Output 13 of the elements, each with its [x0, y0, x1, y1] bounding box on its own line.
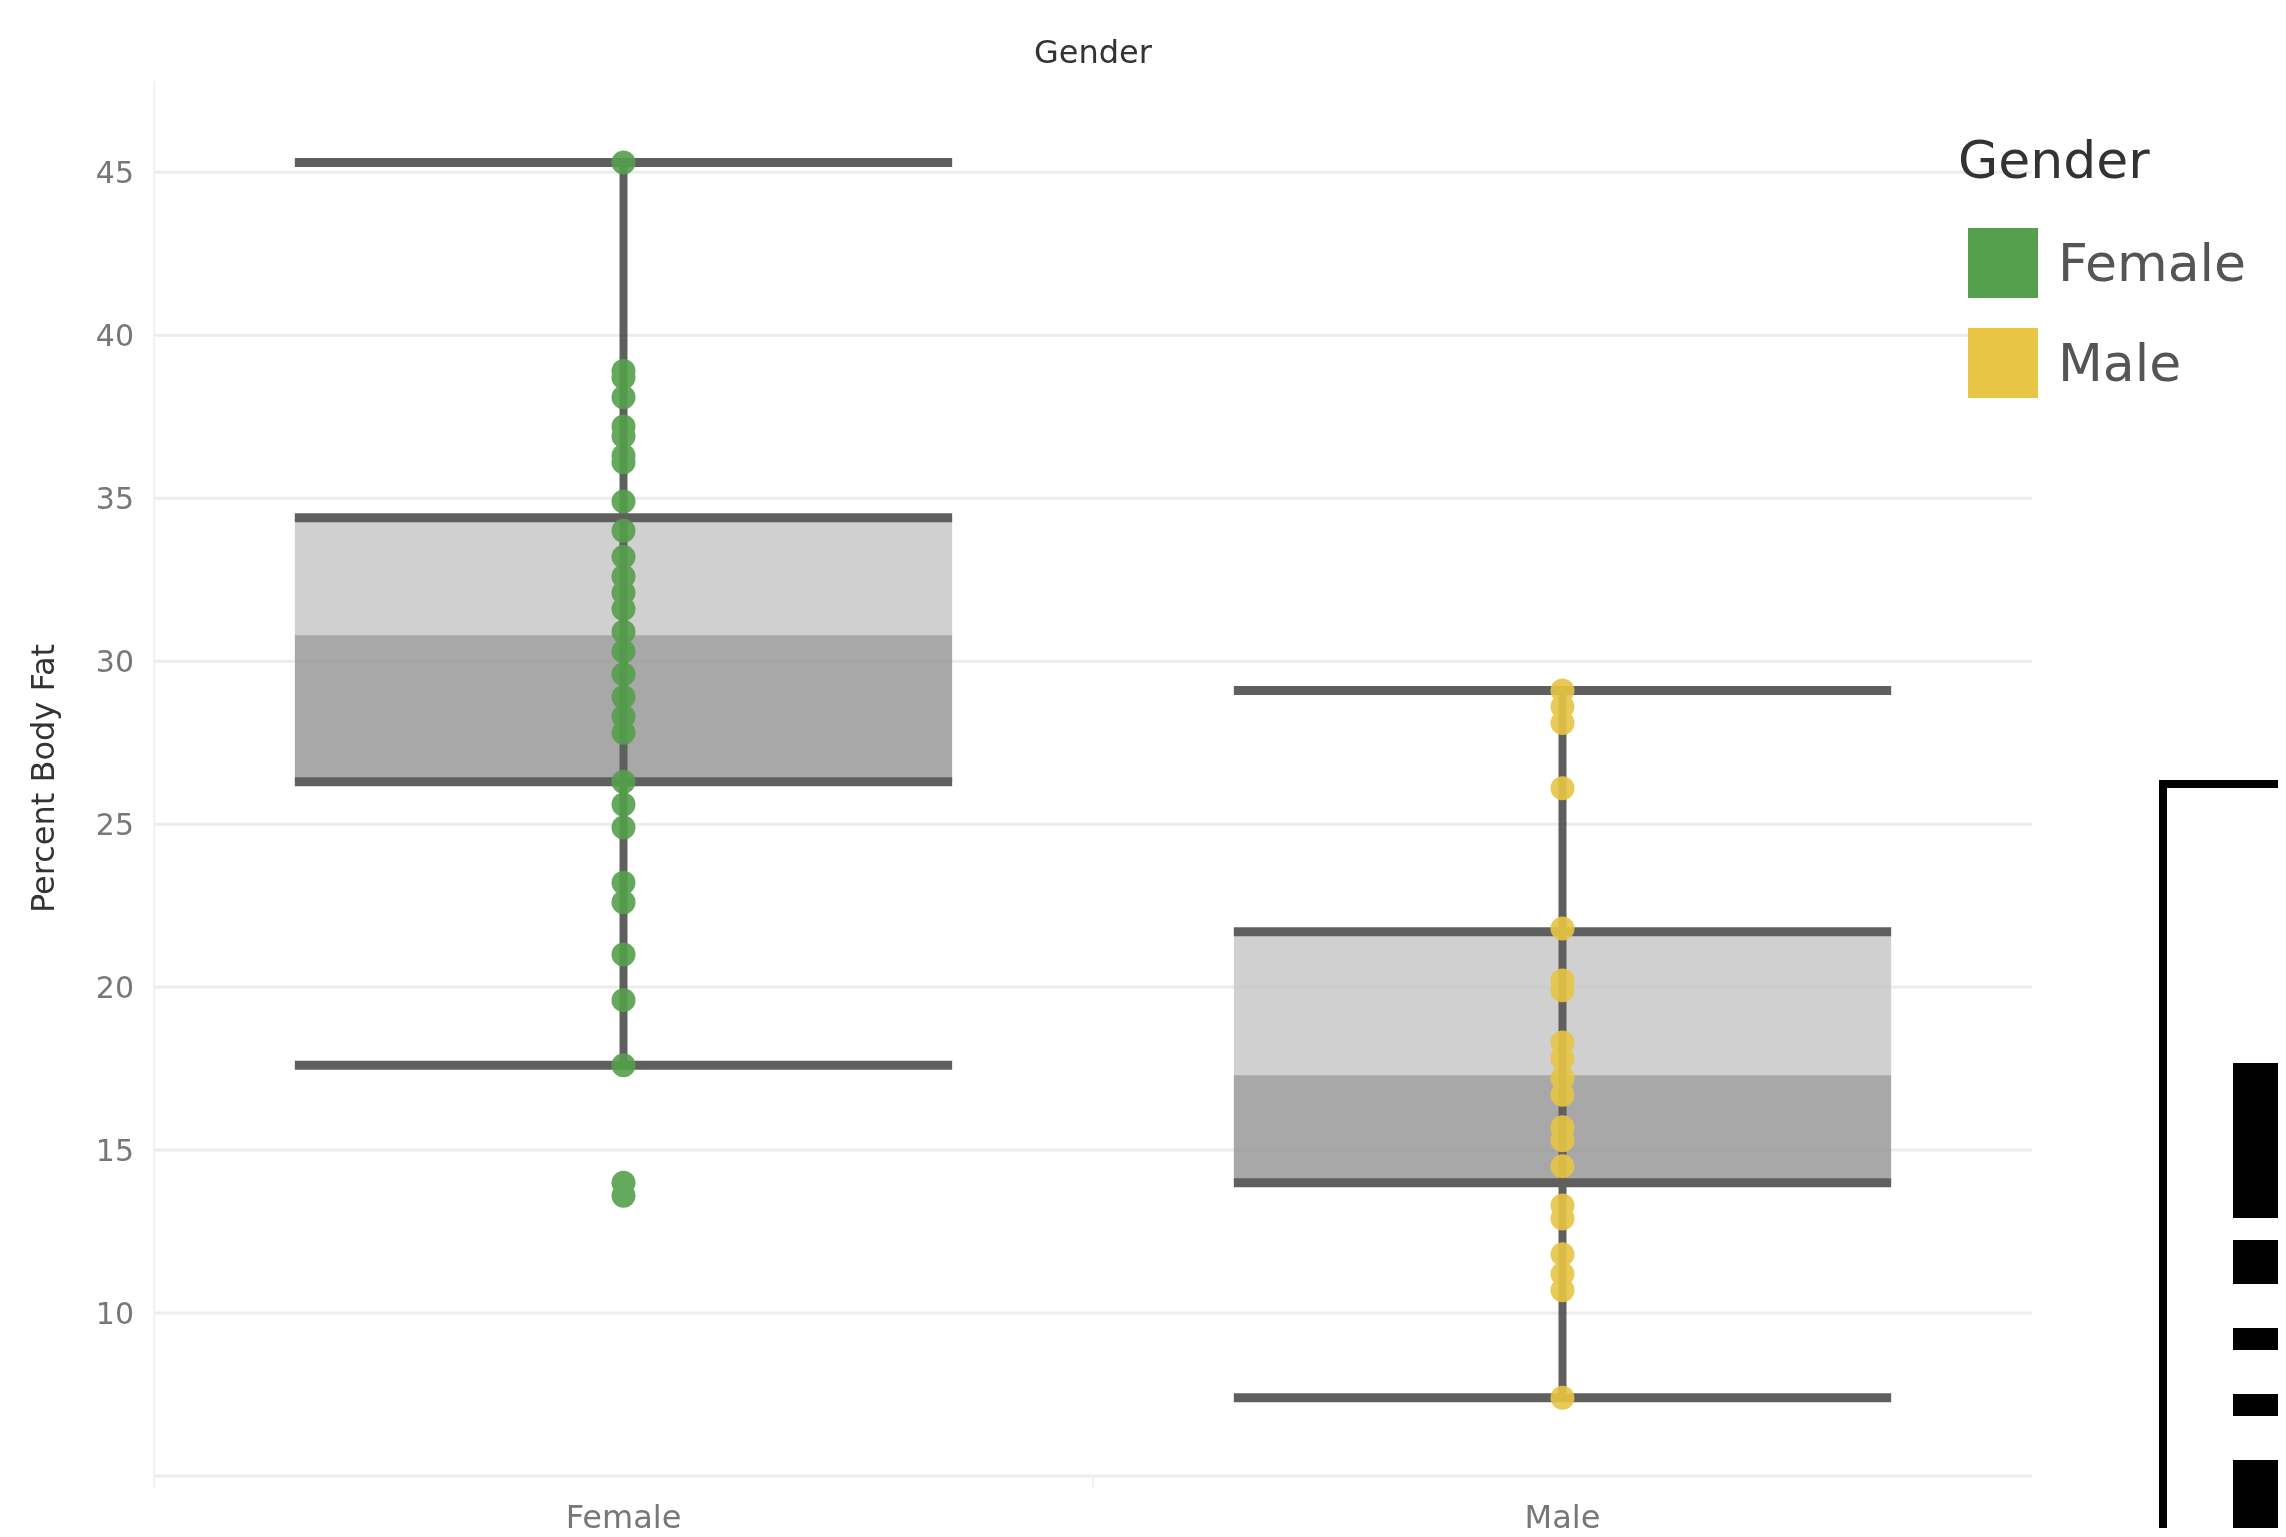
y-tick-label: 25 — [95, 806, 134, 842]
y-tick-label: 40 — [95, 317, 134, 353]
y-tick-label: 35 — [95, 480, 134, 516]
y-tick-label: 10 — [95, 1295, 134, 1331]
legend-label: Male — [2058, 333, 2182, 394]
y-tick-label: 30 — [95, 643, 134, 679]
legend-label: Female — [2058, 233, 2247, 294]
y-tick-label: 15 — [95, 1132, 134, 1168]
chart-title: Gender — [1034, 33, 1153, 71]
legend-title: Gender — [1958, 130, 2151, 190]
y-axis-title: Percent Body Fat — [24, 643, 62, 914]
y-tick-label: 20 — [95, 969, 134, 1005]
y-tick-label: 45 — [95, 154, 134, 190]
